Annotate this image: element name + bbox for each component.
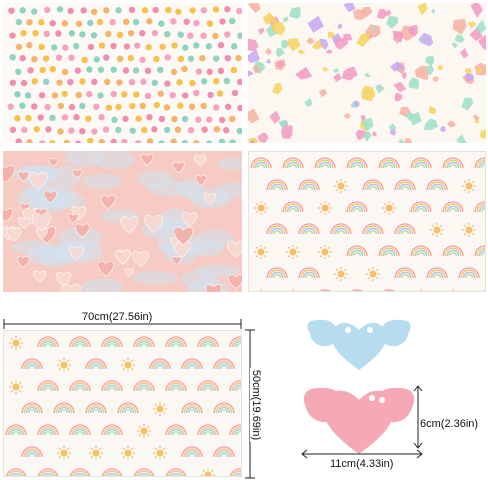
tag-width-label: 11cm(4.33in) [330, 458, 394, 470]
paper-width-label: 70cm(27.56in) [80, 311, 155, 323]
paper-height-label-wrap: 50cm(19.69in) [248, 335, 264, 475]
pink-hearts-pattern [3, 151, 242, 292]
tag-width-dimension-line [301, 449, 423, 459]
gift-tags [303, 319, 415, 454]
polka-dot-pattern [7, 6, 242, 143]
blue-heart-tag [307, 319, 411, 370]
width-dimension-line [3, 319, 242, 329]
rainbow-paper-dimension-panel [3, 330, 242, 477]
blue-tag-hole-left [345, 327, 351, 333]
blue-tag-heart [331, 322, 387, 370]
blue-tag-hole-right [367, 327, 373, 333]
pink-hearts-paper-panel [3, 151, 242, 292]
rainbow-pattern [250, 157, 485, 291]
tag-height-dimension-line [413, 385, 423, 449]
rainbow-paper-panel [248, 151, 486, 292]
pink-tag-hole-left [369, 395, 375, 401]
pink-tag-hole-right [379, 397, 385, 403]
blue-tag-right-wing [378, 319, 411, 347]
blue-tag-left-wing [307, 319, 340, 347]
pink-heart-tag [303, 387, 415, 454]
rainbow-pattern-2 [5, 336, 241, 476]
tag-height-label: 6cm(2.36in) [420, 418, 479, 430]
pink-tag-heart [323, 390, 395, 454]
terrazzo-paper-panel [248, 3, 486, 143]
paper-height-label: 50cm(19.69in) [250, 367, 262, 443]
terrazzo-pattern [248, 3, 486, 143]
polka-dot-paper-panel [3, 3, 242, 143]
